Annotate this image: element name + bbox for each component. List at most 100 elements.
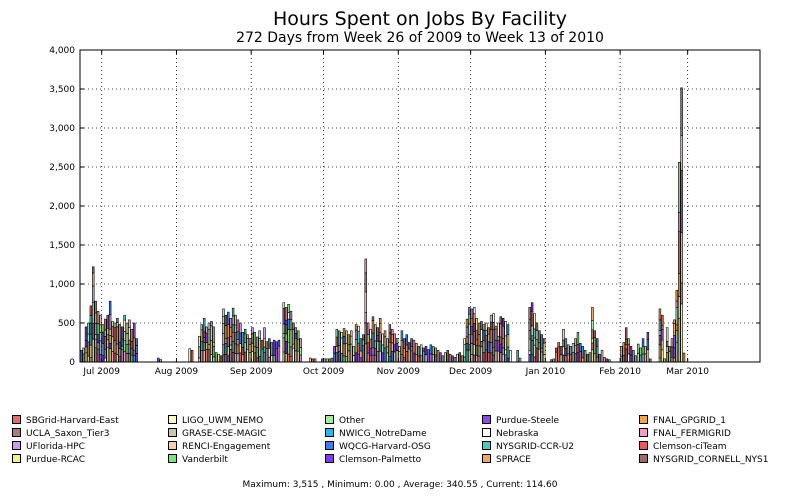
bar-segment: [234, 314, 237, 326]
bar-segment: [282, 302, 285, 309]
legend-item: Clemson-ciTeam: [639, 441, 726, 453]
bar-segment: [347, 344, 351, 352]
bar-segment: [624, 338, 628, 345]
bar-segment: [87, 322, 90, 335]
bar-segment: [506, 357, 510, 363]
bar-segment: [395, 350, 399, 363]
bar-segment: [658, 357, 662, 363]
bar-segment: [383, 330, 387, 338]
bar-segment: [89, 305, 93, 316]
bar-segment: [391, 328, 394, 335]
y-tick-label: 3,000: [49, 124, 75, 134]
bar-segment: [227, 355, 230, 363]
bar-segment: [475, 318, 478, 331]
bar-segment: [125, 353, 129, 363]
bar-segment: [499, 336, 502, 345]
bar-segment: [357, 343, 360, 355]
bar-segment: [89, 357, 93, 363]
bar-segment: [398, 351, 401, 363]
bar-segment: [130, 341, 134, 349]
bar-segment: [241, 354, 244, 363]
bar-segment: [217, 353, 220, 363]
bar-segment: [287, 341, 290, 355]
bar-segment: [284, 340, 288, 354]
bar-segment: [410, 350, 413, 363]
bar-segment: [583, 349, 587, 363]
bar-segment: [256, 347, 259, 359]
bar-segment: [251, 332, 254, 344]
bar-segment: [485, 349, 488, 363]
bar-segment: [229, 344, 232, 350]
bar-segment: [198, 357, 201, 363]
bar-segment: [678, 317, 681, 363]
bar-segment: [398, 346, 401, 352]
bar-segment: [362, 334, 365, 341]
bar-segment: [489, 314, 493, 323]
bar-segment: [487, 341, 490, 353]
bar-segment: [342, 343, 346, 357]
bar-segment: [492, 354, 495, 363]
bar-segment: [366, 342, 370, 354]
legend-item: Vanderbilt: [168, 454, 228, 466]
bar-segment: [477, 334, 481, 347]
bar-segment: [284, 324, 288, 335]
bar-segment: [379, 350, 382, 363]
bar-segment: [533, 337, 536, 346]
bar-segment: [579, 351, 582, 363]
bar-segment: [538, 342, 541, 350]
bar-segment: [376, 327, 380, 336]
bar-segment: [386, 352, 389, 363]
bar-segment: [376, 351, 380, 363]
y-tick-label: 2,000: [49, 202, 75, 212]
bar-segment: [224, 354, 228, 363]
legend-swatch: [168, 454, 177, 463]
bar-segment: [381, 344, 384, 354]
bar-segment: [465, 326, 469, 338]
legend-label: SBGrid-Harvard-East: [26, 416, 119, 426]
bar-segment: [463, 338, 466, 345]
bar-segment: [369, 347, 372, 356]
bar-segment: [530, 340, 534, 356]
bar-segment: [205, 326, 208, 334]
legend-label: Clemson-Palmetto: [339, 455, 422, 465]
bar-segment: [357, 330, 360, 344]
bar-segment: [94, 323, 97, 335]
bar-segment: [82, 353, 85, 363]
bar-segment: [335, 336, 339, 347]
bar-segment: [528, 354, 531, 363]
chart-title: Hours Spent on Jobs By Facility: [272, 8, 568, 30]
bar-segment: [222, 308, 225, 317]
bar-segment: [374, 324, 377, 342]
bar-segment: [202, 350, 206, 363]
bar-segment: [528, 318, 531, 331]
bar-segment: [231, 307, 235, 317]
bar-segment: [542, 338, 546, 344]
bar-segment: [212, 346, 216, 358]
bar-segment: [256, 336, 259, 348]
bar-segment: [210, 321, 213, 327]
bar-segment: [458, 352, 461, 363]
bar-segment: [381, 352, 384, 363]
bar-segment: [236, 353, 240, 363]
bar-segment: [600, 349, 604, 363]
bar-segment: [120, 338, 124, 347]
bar-segment: [227, 346, 230, 357]
bar-segment: [419, 344, 423, 357]
bar-segment: [200, 324, 203, 331]
legend-item: SPRACE: [482, 454, 531, 466]
bar-segment: [400, 330, 404, 342]
bar-segment: [239, 322, 242, 334]
bar-segment: [342, 336, 346, 345]
bar-segment: [661, 339, 664, 351]
bar-segment: [468, 349, 471, 363]
bar-segment: [125, 333, 129, 345]
bar-segment: [222, 323, 225, 334]
bar-segment: [284, 319, 288, 325]
bar-segment: [260, 339, 264, 350]
legend-item: Clemson-Palmetto: [325, 454, 421, 466]
bar-segment: [444, 352, 447, 363]
bar-segment: [212, 326, 216, 343]
bar-segment: [106, 327, 109, 336]
legend-label: NYSGRID-CCR-U2: [496, 442, 575, 452]
bar-segment: [352, 346, 355, 356]
